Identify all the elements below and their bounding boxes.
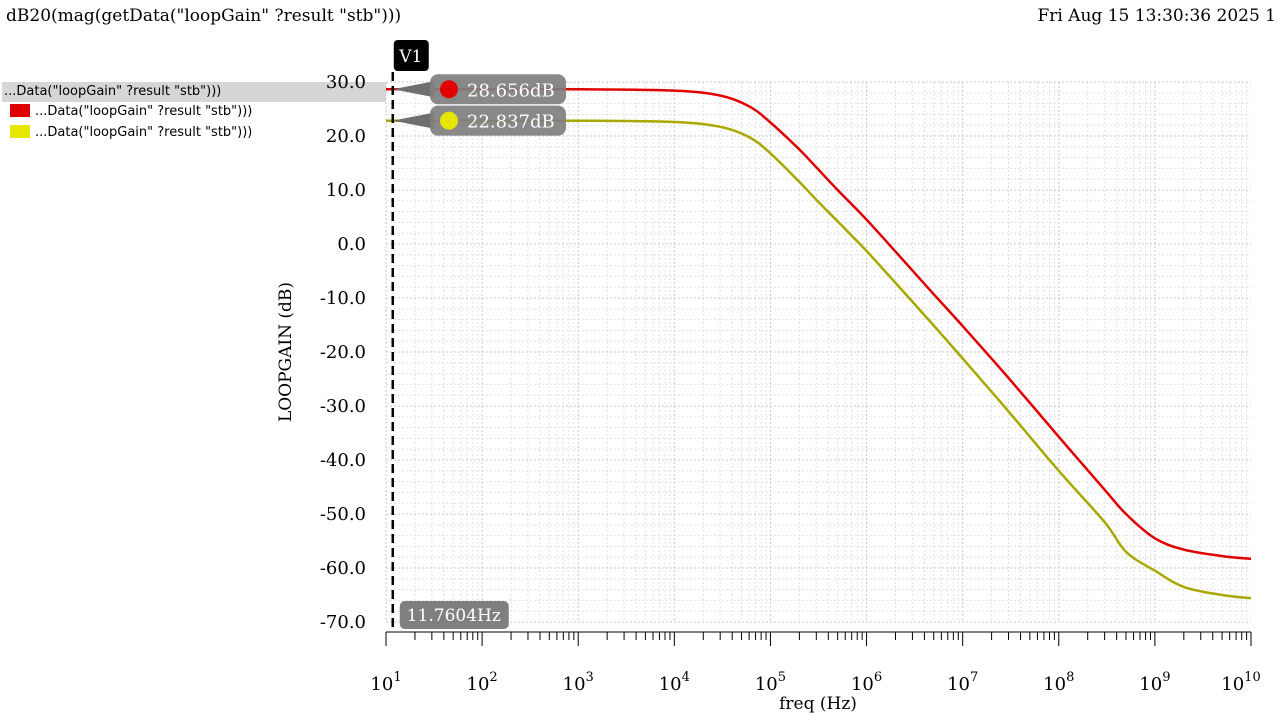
y-tick-label: 30.0 — [326, 72, 366, 93]
legend-item-series-1[interactable]: ...Data("loopGain" ?result "stb"))) — [10, 103, 252, 121]
x-tick-label: 105 — [755, 670, 786, 695]
x-tick-exponent: 2 — [489, 670, 497, 685]
x-tick-exponent: 5 — [778, 670, 786, 685]
series-line-1 — [386, 87, 1252, 561]
legend-swatch-yellow — [10, 125, 30, 138]
x-tick-label: 108 — [1043, 670, 1074, 695]
x-tick-label: 1010 — [1221, 670, 1260, 695]
legend-swatch-red — [10, 104, 30, 117]
point-marker-dot — [440, 111, 458, 130]
x-tick-label: 107 — [947, 670, 978, 695]
x-tick-base: 10 — [851, 674, 874, 695]
y-tick-label: -30.0 — [320, 396, 366, 417]
y-axis-label: LOOPGAIN (dB) — [276, 282, 296, 422]
x-tick-exponent: 7 — [970, 670, 978, 685]
point-marker-value: 22.837dB — [467, 112, 555, 133]
y-tick-label: -10.0 — [320, 288, 366, 309]
x-axis-label: freq (Hz) — [779, 694, 857, 714]
axes: 101 102 103 104 105 106 107 108 109 101030.020.01… — [320, 72, 1261, 695]
x-tick-label: 104 — [659, 670, 690, 695]
x-tick-base: 10 — [563, 674, 586, 695]
y-tick-label: -40.0 — [320, 450, 366, 471]
point-marker-dot — [440, 80, 458, 99]
x-tick-label: 106 — [851, 670, 882, 695]
legend-label: ...Data("loopGain" ?result "stb"))) — [35, 104, 253, 119]
x-tick-exponent: 10 — [1244, 670, 1261, 685]
x-tick-exponent: 8 — [1066, 670, 1074, 685]
plot-expression-title: dB20(mag(getData("loopGain" ?result "stb… — [6, 6, 402, 26]
x-tick-label: 102 — [467, 670, 498, 695]
x-tick-exponent: 1 — [393, 670, 401, 685]
point-marker-tag — [430, 105, 566, 136]
x-tick-base: 10 — [370, 674, 393, 695]
legend-item-series-2[interactable]: ...Data("loopGain" ?result "stb"))) — [10, 124, 252, 142]
y-tick-label: -70.0 — [320, 612, 366, 633]
x-tick-base: 10 — [659, 674, 682, 695]
plot-datestamp: Fri Aug 15 13:30:36 2025 1 — [1037, 6, 1276, 26]
x-tick-base: 10 — [1043, 674, 1066, 695]
x-tick-label: 101 — [370, 670, 401, 695]
x-tick-label: 109 — [1139, 670, 1170, 695]
x-tick-base: 10 — [1221, 674, 1244, 695]
grid — [385, 81, 1251, 623]
y-tick-label: -50.0 — [320, 504, 366, 525]
y-tick-label: -20.0 — [320, 342, 366, 363]
point-marker-value: 28.656dB — [467, 80, 555, 101]
x-readout-label: 11.7604Hz — [407, 606, 501, 626]
markers: V1 11.7604Hz 28.656dB 22.837dB — [391, 40, 566, 629]
y-tick-label: 0.0 — [337, 234, 366, 255]
vertical-marker-tag — [393, 40, 429, 71]
x-tick-exponent: 4 — [682, 670, 690, 685]
vertical-marker-name: V1 — [398, 47, 422, 67]
y-tick-label: -60.0 — [320, 558, 366, 579]
y-tick-label: 10.0 — [326, 180, 366, 201]
y-tick-label: 20.0 — [326, 126, 366, 147]
legend-heading[interactable]: ...Data("loopGain" ?result "stb"))) — [2, 82, 386, 102]
point-marker-pointer — [392, 81, 434, 98]
x-tick-base: 10 — [467, 674, 490, 695]
x-tick-base: 10 — [947, 674, 970, 695]
x-tick-base: 10 — [1139, 674, 1162, 695]
x-tick-exponent: 6 — [874, 670, 882, 685]
legend-label: ...Data("loopGain" ?result "stb"))) — [35, 125, 253, 140]
x-readout-tag — [399, 601, 509, 629]
point-marker-pointer — [392, 112, 434, 129]
x-tick-exponent: 3 — [586, 670, 594, 685]
series-lines — [385, 87, 1252, 600]
x-tick-label: 103 — [563, 670, 594, 695]
series-line-2 — [385, 119, 1252, 600]
point-marker-tag — [430, 74, 566, 105]
x-tick-exponent: 9 — [1162, 670, 1170, 685]
x-tick-base: 10 — [755, 674, 778, 695]
